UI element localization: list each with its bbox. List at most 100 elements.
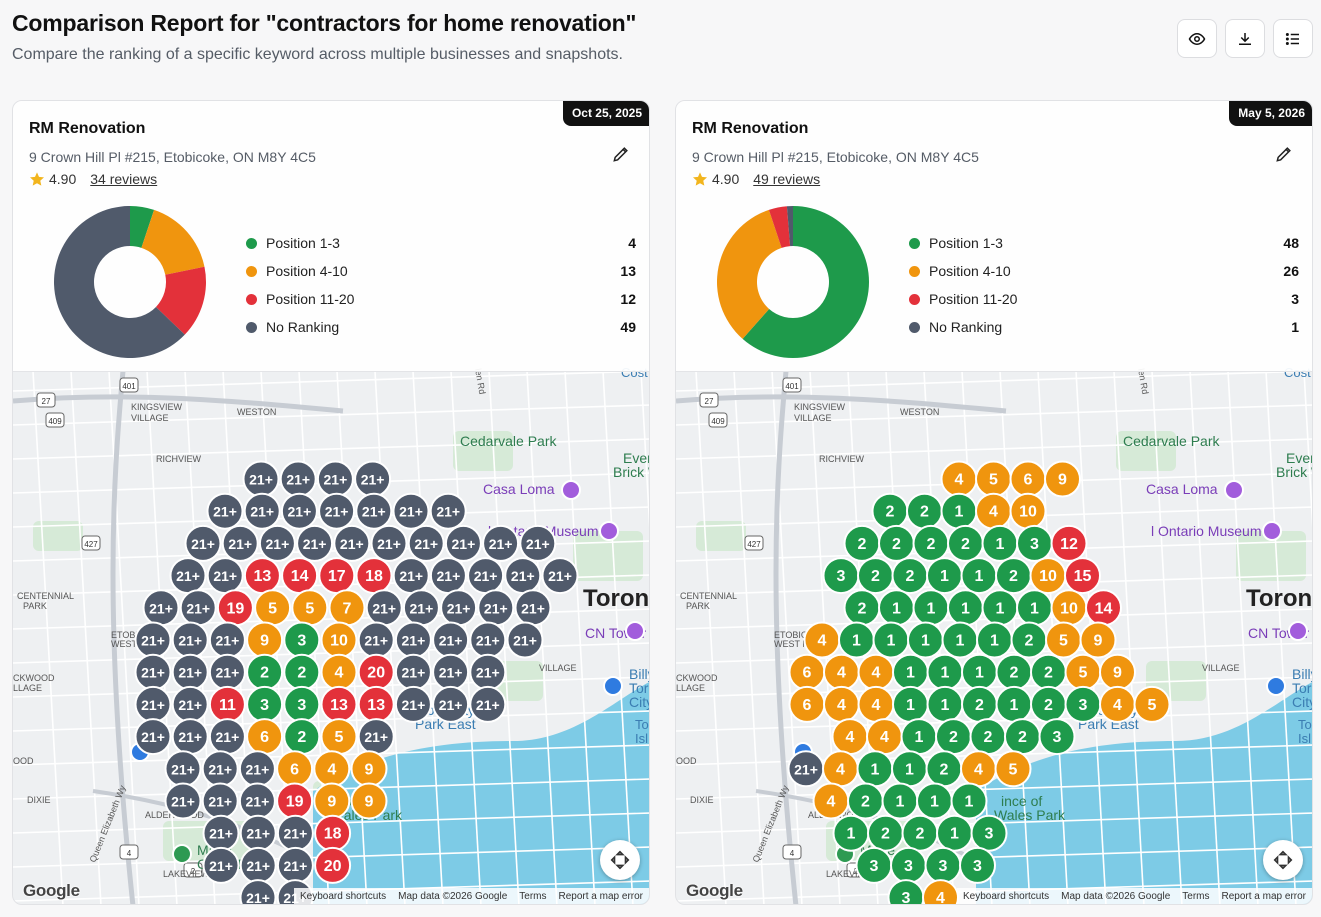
grid-point[interactable]: 6 <box>788 653 826 691</box>
grid-point[interactable]: 9 <box>350 750 388 788</box>
grid-point[interactable]: 21+ <box>164 750 202 788</box>
grid-point[interactable]: 10 <box>1029 557 1067 595</box>
grid-point[interactable]: 21+ <box>482 524 520 562</box>
grid-point[interactable]: 1 <box>936 814 973 852</box>
grid-point[interactable]: 14 <box>1085 589 1122 627</box>
grid-point[interactable]: 21+ <box>201 782 239 820</box>
grid-point[interactable]: 13 <box>357 685 395 723</box>
grid-point[interactable]: 3 <box>890 846 927 884</box>
grid-point[interactable]: 21+ <box>432 653 470 691</box>
grid-point[interactable]: 5 <box>320 718 358 756</box>
grid-point[interactable]: 1 <box>907 621 944 659</box>
grid-point[interactable]: 2 <box>995 653 1033 691</box>
grid-point[interactable]: 1 <box>856 750 894 788</box>
grid-point[interactable]: 1 <box>900 718 938 756</box>
attraction-pin-icon[interactable] <box>625 621 645 641</box>
museum-pin-icon[interactable] <box>561 480 581 500</box>
grid-point[interactable]: 5 <box>254 589 292 627</box>
grid-point[interactable]: 4 <box>960 750 997 788</box>
grid-point[interactable]: 3 <box>1064 685 1102 723</box>
grid-point[interactable]: 18 <box>355 557 393 595</box>
grid-point[interactable]: 3 <box>1038 718 1076 756</box>
grid-point[interactable]: 2 <box>891 557 929 595</box>
grid-point[interactable]: 21+ <box>242 460 280 498</box>
grid-point[interactable]: 21+ <box>477 589 515 627</box>
grid-point[interactable]: 1 <box>926 557 963 595</box>
grid-point[interactable]: 21+ <box>239 846 277 884</box>
grid-point[interactable]: 21+ <box>169 557 207 595</box>
grid-point[interactable]: 19 <box>216 589 254 627</box>
grid-point[interactable]: 10 <box>1050 589 1088 627</box>
grid-point[interactable]: 5 <box>291 589 329 627</box>
grid-point[interactable]: 4 <box>831 718 869 756</box>
grid-point[interactable]: 1 <box>981 589 1019 627</box>
grid-point[interactable]: 21+ <box>280 492 318 530</box>
grid-point[interactable]: 21+ <box>787 750 825 788</box>
grid-point[interactable]: 21+ <box>429 492 467 530</box>
grid-point[interactable]: 13 <box>320 685 358 723</box>
grid-point[interactable]: 1 <box>878 589 915 627</box>
grid-point[interactable]: 9 <box>313 782 351 820</box>
grid-point[interactable]: 4 <box>803 621 841 659</box>
grid-point[interactable]: 21+ <box>357 621 395 659</box>
grid-point[interactable]: 21+ <box>243 492 281 530</box>
grid-point[interactable]: 1 <box>926 685 964 723</box>
edit-button[interactable] <box>1274 144 1296 166</box>
grid-point[interactable]: 2 <box>935 718 972 756</box>
museum-pin-icon[interactable] <box>1262 521 1282 541</box>
grid-point[interactable]: 21+ <box>238 782 276 820</box>
grid-point[interactable]: 21+ <box>171 685 209 723</box>
terms-link[interactable]: Terms <box>1182 891 1210 902</box>
grid-point[interactable]: 1 <box>872 621 910 659</box>
grid-point[interactable]: 2 <box>947 524 984 562</box>
grid-point[interactable]: 2 <box>843 589 881 627</box>
grid-point[interactable]: 21+ <box>357 718 395 756</box>
grid-point[interactable]: 13 <box>243 557 281 595</box>
report-map-error-link[interactable]: Report a map error <box>1221 891 1306 902</box>
grid-point[interactable]: 1 <box>832 814 870 852</box>
grid-point[interactable]: 21+ <box>206 492 244 530</box>
grid-point[interactable]: 3 <box>283 621 321 659</box>
grid-point[interactable]: 18 <box>314 814 352 852</box>
museum-pin-icon[interactable] <box>1224 480 1244 500</box>
grid-point[interactable]: 21+ <box>392 557 430 595</box>
grid-point[interactable]: 3 <box>1016 524 1053 562</box>
grid-point[interactable]: 1 <box>941 621 979 659</box>
keyboard-shortcuts-link[interactable]: Keyboard shortcuts <box>299 891 387 902</box>
grid-point[interactable]: 2 <box>969 718 1007 756</box>
grid-point[interactable]: 4 <box>812 782 850 820</box>
grid-point[interactable]: 1 <box>881 782 919 820</box>
airport-pin-icon[interactable] <box>603 676 623 696</box>
recenter-map-button[interactable] <box>1263 840 1303 880</box>
grid-point[interactable]: 21+ <box>171 621 209 659</box>
list-view-button[interactable] <box>1273 19 1313 58</box>
grid-point[interactable]: 1 <box>940 492 978 530</box>
attraction-pin-icon[interactable] <box>1288 621 1308 641</box>
grid-point[interactable]: 3 <box>887 879 925 905</box>
park-pin-icon[interactable] <box>172 844 192 864</box>
grid-point[interactable]: 21+ <box>333 524 371 562</box>
grid-point[interactable]: 21+ <box>134 653 172 691</box>
grid-point[interactable]: 21+ <box>279 460 317 498</box>
grid-point[interactable]: 2 <box>925 750 963 788</box>
grid-point[interactable]: 4 <box>823 653 860 691</box>
grid-point[interactable]: 21+ <box>238 750 276 788</box>
grid-point[interactable]: 1 <box>961 653 998 691</box>
grid-point[interactable]: 21+ <box>296 524 334 562</box>
grid-point[interactable]: 10 <box>320 621 358 659</box>
grid-point[interactable]: 2 <box>847 782 884 820</box>
grid-point[interactable]: 21+ <box>164 782 202 820</box>
grid-point[interactable]: 7 <box>328 589 366 627</box>
grid-point[interactable]: 10 <box>1009 492 1047 530</box>
grid-point[interactable]: 1 <box>838 621 875 659</box>
grid-point[interactable]: 4 <box>857 653 895 691</box>
grid-point[interactable]: 21+ <box>444 524 482 562</box>
grid-point[interactable]: 2 <box>857 557 894 595</box>
grid-point[interactable]: 2 <box>843 524 881 562</box>
grid-point[interactable]: 1 <box>960 557 998 595</box>
grid-point[interactable]: 5 <box>1064 653 1102 691</box>
grid-point[interactable]: 2 <box>901 814 939 852</box>
terms-link[interactable]: Terms <box>519 891 547 902</box>
download-button[interactable] <box>1225 19 1265 58</box>
grid-point[interactable]: 21+ <box>134 685 172 723</box>
